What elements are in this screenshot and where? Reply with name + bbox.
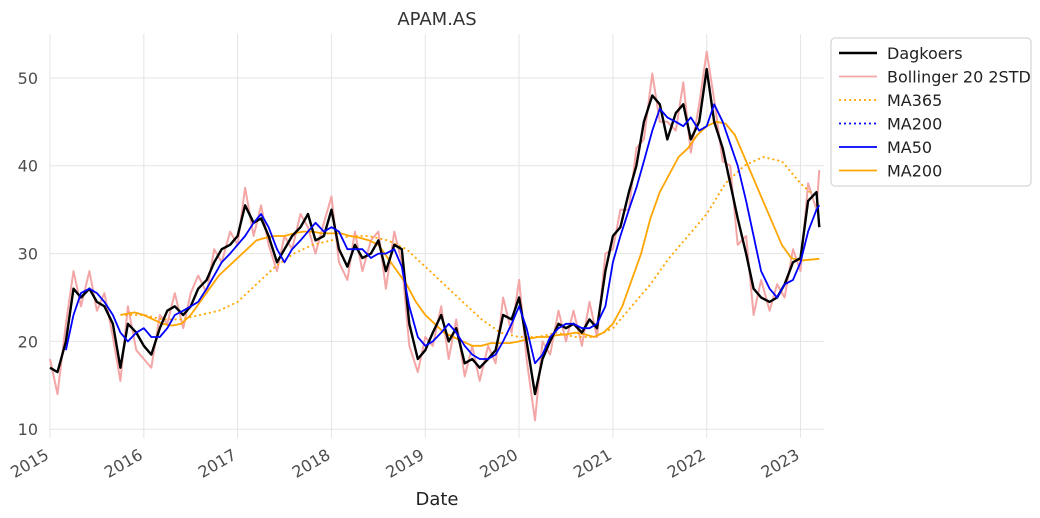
legend: Dagkoers Bollinger 20 2STD MA365 MA200 MA50 M… [830, 37, 1032, 187]
series-ma365 [125, 156, 820, 338]
x-tick-label: 2023 [758, 445, 803, 482]
x-tick-label: 2021 [570, 445, 615, 482]
series-bollinger [49, 50, 821, 422]
legend-label: MA50 [887, 138, 932, 157]
x-tick-label: 2018 [289, 445, 334, 482]
series-ma200 [120, 120, 820, 347]
legend-label: MA200 [887, 115, 942, 134]
chart-title: APAM.AS [397, 9, 476, 30]
series-dagkoers [49, 67, 821, 396]
y-tick-labels: 10 20 30 40 50 [18, 69, 38, 439]
y-tick-label: 50 [18, 69, 38, 88]
x-tick-label: 2020 [476, 445, 521, 482]
legend-label: Bollinger 20 2STD [887, 68, 1031, 87]
x-tick-label: 2019 [383, 445, 428, 482]
x-axis-title: Date [415, 489, 458, 510]
series-layer [49, 50, 821, 422]
legend-frame [830, 37, 1032, 187]
y-tick-label: 10 [18, 420, 38, 439]
legend-label: MA365 [887, 91, 942, 110]
x-tick-labels: 2015 2016 2017 2018 2019 2020 2021 2022 2023 [7, 445, 802, 482]
legend-label: Dagkoers [887, 44, 963, 63]
y-tick-label: 40 [18, 157, 38, 176]
y-tick-label: 20 [18, 332, 38, 351]
x-tick-label: 2015 [7, 445, 52, 482]
x-tick-label: 2022 [664, 445, 709, 482]
y-tick-label: 30 [18, 245, 38, 264]
grid [49, 34, 824, 438]
x-tick-label: 2017 [195, 445, 240, 482]
x-tick-label: 2016 [101, 445, 146, 482]
legend-label: MA200 [887, 162, 942, 181]
series-ma50 [65, 103, 821, 365]
